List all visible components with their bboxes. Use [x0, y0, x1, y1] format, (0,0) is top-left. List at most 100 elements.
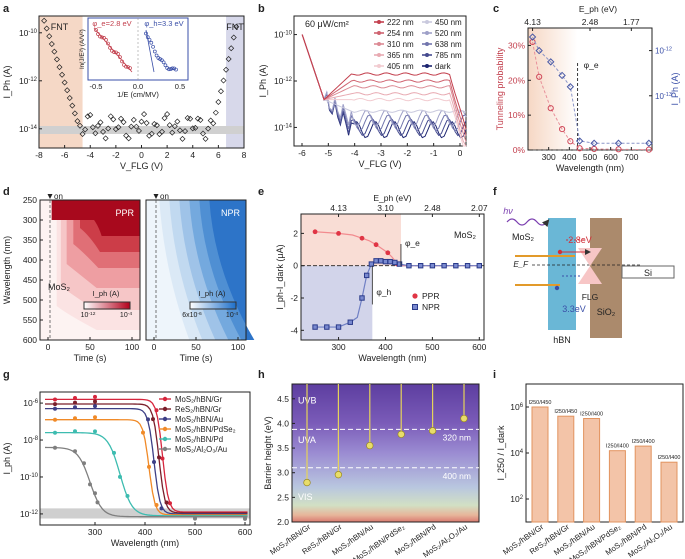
npr-point — [464, 262, 471, 269]
iph-point — [645, 139, 653, 147]
x-tick-label: -8 — [35, 150, 43, 160]
inset-point — [149, 40, 154, 45]
tunneling-point — [567, 138, 574, 145]
series-point — [151, 417, 155, 422]
data-point — [223, 66, 230, 73]
x-tick-label: 500 — [583, 152, 597, 162]
data-point — [53, 56, 60, 63]
x-axis-label: V_FLG (V) — [120, 161, 163, 171]
data-point — [43, 25, 50, 32]
y-axis-label: Tunneling probability — [495, 47, 505, 130]
y-tick-label: 10-14 — [19, 124, 38, 134]
data-point — [207, 117, 214, 124]
y-tick-label: 10-10 — [19, 28, 38, 38]
si-layer — [621, 265, 675, 279]
data-point — [215, 98, 222, 105]
top-tick-label: 2.48 — [424, 203, 441, 213]
data-point — [210, 120, 217, 127]
data-point — [179, 135, 186, 142]
x-tick-label: -5 — [325, 148, 333, 158]
top-axis-title: E_ph (eV) — [579, 4, 617, 14]
legend-marker — [425, 64, 429, 68]
series-point — [160, 456, 165, 461]
series-point — [93, 415, 97, 420]
npr-point — [396, 261, 403, 267]
series-line — [44, 431, 248, 517]
legend-marker — [425, 31, 429, 35]
x-tick-label: -1 — [430, 148, 438, 158]
legend-marker — [162, 396, 168, 402]
inset-tick-label: 0.0 — [133, 82, 143, 91]
y-tick-label: 350 — [23, 235, 37, 245]
legend-label: 520 nm — [435, 29, 462, 38]
legend-label: MoS₂/hBN/Gr — [175, 395, 223, 404]
x-tick-label: 600 — [604, 152, 618, 162]
series-line — [45, 398, 248, 513]
iph-point — [535, 46, 543, 55]
x-axis-label: Wavelength (nm) — [358, 353, 426, 363]
inset-x-label: 1/E (cm/MV) — [117, 90, 159, 99]
y-axis-label: Barrier height (eV) — [263, 416, 273, 490]
data-point — [79, 130, 86, 137]
x-tick-label: 0 — [152, 342, 157, 352]
data-point — [171, 123, 178, 130]
data-point — [120, 119, 127, 126]
data-point — [110, 116, 117, 123]
y-tick-label: 10-8 — [23, 435, 38, 445]
x-tick-label: -6 — [298, 148, 306, 158]
series-point — [53, 406, 57, 411]
npr-point — [368, 261, 375, 267]
ppr-label: PPR — [115, 208, 134, 218]
x-tick-label: 300 — [542, 152, 556, 162]
data-point — [94, 122, 101, 129]
legend-label: 365 nm — [387, 51, 414, 60]
cbar-tick: 10-12 — [81, 311, 96, 320]
panel-label-h: h — [258, 369, 265, 381]
data-point — [74, 118, 81, 125]
panel-label-a: a — [3, 3, 10, 15]
ppr-point — [312, 229, 318, 235]
intensity-annotation: 60 μW/cm² — [305, 19, 349, 29]
npr-point — [392, 259, 398, 266]
y-tick-label: 0 — [293, 261, 298, 271]
top-tick-label: 2.07 — [471, 203, 488, 213]
npr-point — [417, 262, 424, 269]
cbar-label: I_ph (A) — [199, 289, 226, 298]
material-label: MoS₂ — [454, 230, 477, 240]
data-point — [89, 124, 96, 131]
npr-heatmap-layer — [209, 200, 255, 340]
data-point — [233, 23, 240, 30]
data-point — [118, 115, 124, 122]
region-label: FNT — [51, 22, 69, 32]
electron-barrier-label: 2.8eV — [568, 235, 592, 245]
panel-label-c: c — [493, 3, 499, 15]
series-line-310nm — [301, 34, 467, 142]
data-point — [66, 94, 73, 101]
ppr-point — [373, 242, 379, 248]
legend-marker — [412, 293, 418, 299]
si-label: Si — [644, 268, 652, 278]
data-point — [97, 119, 104, 126]
iph-point — [558, 71, 566, 80]
boundary-label: 400 nm — [443, 471, 471, 481]
y-axis-label: Wavelength (nm) — [2, 236, 12, 304]
photon-label: hν — [503, 206, 513, 216]
region-label: FNT — [226, 22, 244, 32]
ppr-point — [359, 235, 365, 241]
x-tick-label: 0 — [458, 148, 463, 158]
series-line-254nm — [301, 34, 467, 136]
data-point — [56, 64, 63, 71]
legend-label: MoS₂/hBN/PdSe₂ — [175, 425, 236, 434]
series-point — [168, 501, 172, 506]
cbar-label: I_ph (A) — [93, 289, 120, 298]
x-tick-label: -2 — [112, 150, 120, 160]
inset-point — [112, 50, 116, 54]
y-tick-label: -2 — [290, 293, 298, 303]
series-line-222nm — [301, 34, 467, 130]
data-point — [146, 132, 153, 139]
panel-label-d: d — [3, 186, 10, 198]
y-axis-label: I_ph (A) — [2, 442, 12, 474]
y-axis-label: I_ph-I_dark (μA) — [275, 244, 285, 309]
barrier-marker — [460, 414, 468, 423]
npr-point — [406, 262, 412, 269]
